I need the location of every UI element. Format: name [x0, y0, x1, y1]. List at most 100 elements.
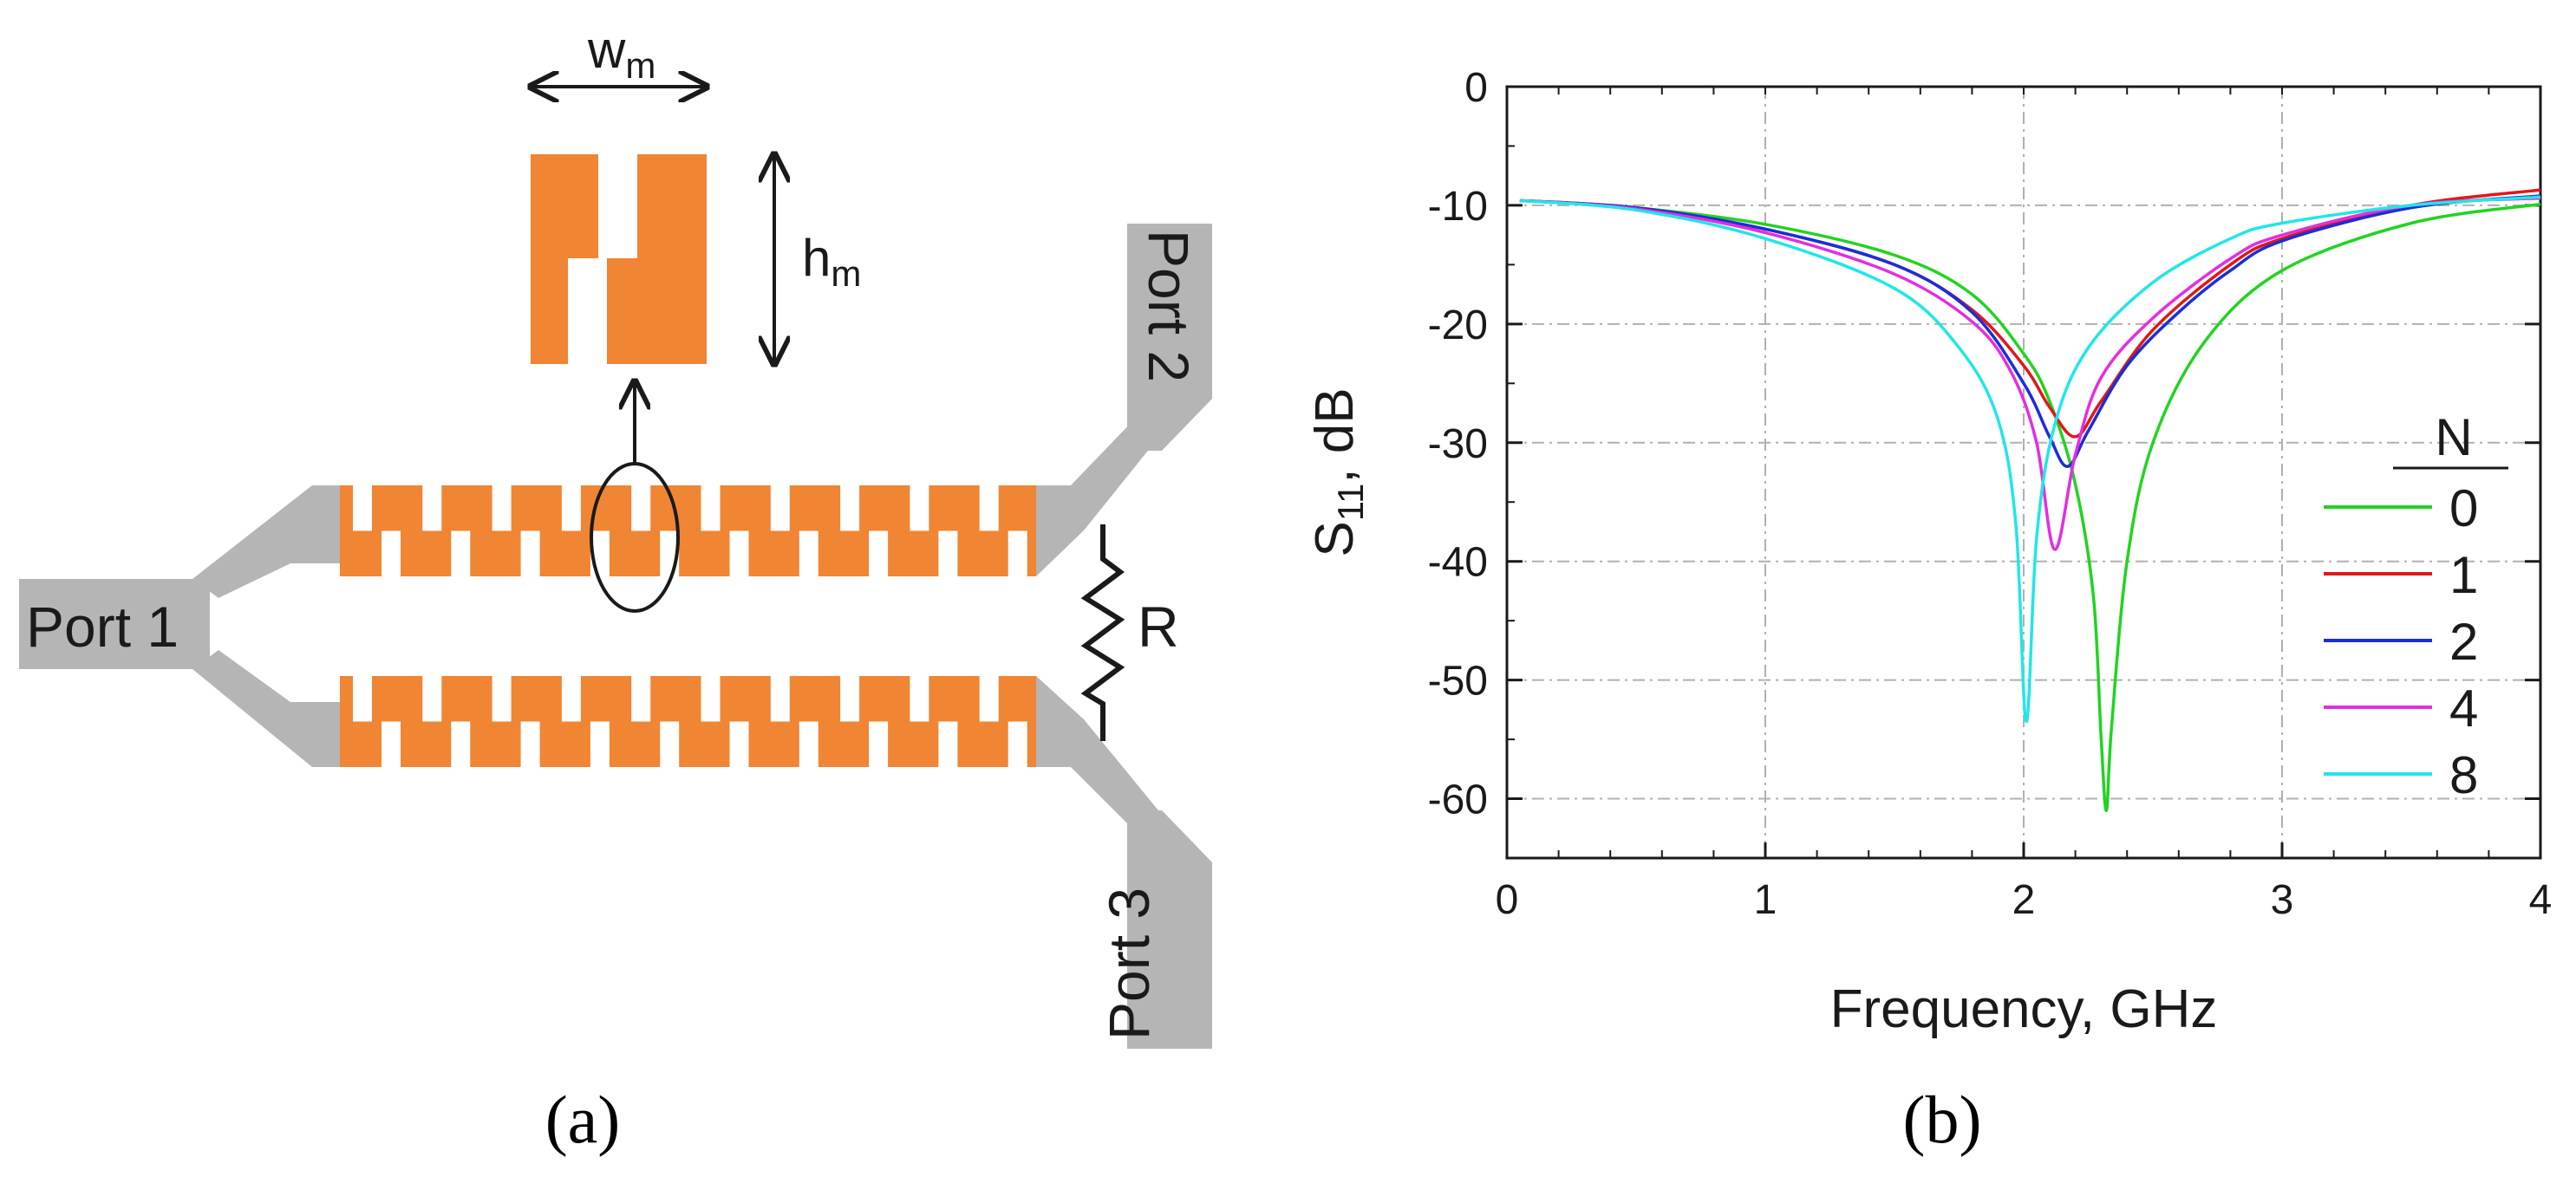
meander-slot-top [840, 676, 860, 722]
s11-chart: 0 1 2 3 4 0 -10 -20 -30 -40 -50 -60 N 0 1 2 4 8 Frequenc… [1305, 65, 2552, 1039]
meander-slot-top [492, 485, 512, 531]
port1-lower-taper [192, 650, 340, 767]
power-divider-diagram: Port 1 Port 2 Port 3 R wm hm [19, 21, 1212, 1049]
x-axis-label: Frequency, GHz [1830, 979, 2218, 1039]
unit-cell-detail: wm hm [531, 21, 861, 613]
port2-label: Port 2 [1137, 230, 1201, 382]
axis-ticks: 0 1 2 3 4 0 -10 -20 -30 -40 -50 -60 [1428, 65, 2553, 923]
meander-slot-top [353, 485, 372, 531]
meander-slot-top [422, 485, 442, 531]
meander-slot-bottom [938, 530, 958, 576]
y-tick-label: -60 [1428, 777, 1488, 823]
meander-slot-top [353, 676, 372, 722]
y-axis-unit: , dB [1305, 387, 1365, 483]
meander-slot-bottom [590, 721, 610, 767]
port1-pad [19, 579, 210, 669]
meander-slot-bottom [520, 530, 540, 576]
resistor-symbol [1080, 524, 1125, 741]
port1-upper-taper [192, 485, 340, 598]
port2-pad [1127, 224, 1212, 451]
meander-slot-bottom [660, 721, 680, 767]
y-tick-label: -20 [1428, 302, 1488, 348]
height-symbol: h [802, 229, 831, 287]
y-axis-label: S11, dB [1305, 387, 1371, 556]
meander-body [340, 485, 1036, 576]
meander-slot-top [770, 676, 790, 722]
x-tick-label: 4 [2529, 877, 2553, 923]
meander-slot-bottom [729, 721, 749, 767]
meander-slot-bottom [382, 721, 401, 767]
meander-slot-bottom [520, 721, 540, 767]
y-tick-label: -50 [1428, 659, 1488, 705]
meander-slot-top [422, 676, 442, 722]
panel-a-caption: (a) [545, 1082, 621, 1157]
meander-slot-top [631, 485, 651, 531]
meander-slot-bottom [869, 721, 889, 767]
meander-slot-top [561, 676, 581, 722]
port2-taper [1036, 355, 1162, 576]
series-line-1 [1519, 188, 2541, 439]
upper-meander-line [340, 485, 1036, 576]
lower-meander-line [340, 676, 1036, 767]
width-symbol: w [587, 21, 626, 79]
y-axis-symbol: S [1305, 521, 1365, 556]
height-subscript: m [831, 253, 861, 294]
series-line-8 [1519, 195, 2541, 724]
meander-slot-top [979, 485, 999, 531]
series-line-2 [1519, 194, 2541, 468]
port-labels: Port 1 Port 2 Port 3 [26, 230, 1201, 1040]
meander-slot-bottom [382, 530, 401, 576]
legend-label-0: 0 [2449, 479, 2478, 537]
isolation-resistor: R [1080, 524, 1179, 741]
legend-label-8: 8 [2449, 746, 2478, 804]
y-tick-label: -40 [1428, 540, 1488, 586]
meander-slot-bottom [729, 530, 749, 576]
meander-slot-top [701, 676, 721, 722]
meander-slot-top [561, 485, 581, 531]
meander-slot-bottom [1008, 530, 1027, 576]
unit-cell-shape [531, 154, 707, 364]
y-tick-label: -30 [1428, 421, 1488, 467]
y-tick-label: 0 [1464, 65, 1488, 111]
meander-slot-bottom [451, 721, 471, 767]
x-tick-label: 0 [1496, 877, 1519, 923]
meander-slot-top [770, 485, 790, 531]
width-subscript: m [625, 45, 655, 86]
meander-slot-bottom [799, 721, 818, 767]
meander-slot-bottom [799, 530, 818, 576]
meander-slot-top [910, 485, 929, 531]
meander-slot-bottom [451, 530, 471, 576]
feed-network [19, 224, 1212, 1049]
legend-label-1: 1 [2449, 546, 2478, 604]
port1-label: Port 1 [26, 595, 179, 659]
meander-body [340, 676, 1036, 767]
meander-slot-top [840, 485, 860, 531]
legend-label-2: 2 [2449, 613, 2478, 671]
meander-slot-bottom [938, 721, 958, 767]
y-axis-subscript: 11 [1330, 484, 1371, 522]
meander-slot-top [701, 485, 721, 531]
y-tick-label: -10 [1428, 184, 1488, 230]
meander-slot-top [979, 676, 999, 722]
x-tick-label: 3 [2271, 877, 2294, 923]
chart-legend: N 0 1 2 4 8 [2324, 408, 2508, 804]
panel-b-caption: (b) [1903, 1082, 1982, 1157]
port3-pad [1127, 810, 1212, 1049]
chart-series [1519, 188, 2541, 812]
chart-grid [1507, 87, 2540, 858]
meander-slot-bottom [869, 530, 889, 576]
meander-slot-bottom [1008, 721, 1027, 767]
x-tick-label: 1 [1754, 877, 1777, 923]
meander-slot-top [492, 676, 512, 722]
height-label: hm [802, 229, 861, 294]
port3-taper [1036, 676, 1162, 884]
width-label: wm [587, 21, 655, 86]
x-tick-label: 2 [2012, 877, 2036, 923]
meander-slot-top [910, 676, 929, 722]
series-line-0 [1519, 198, 2541, 812]
meander-slot-top [631, 676, 651, 722]
legend-label-4: 4 [2449, 680, 2478, 738]
series-line-4 [1519, 196, 2541, 551]
port3-label: Port 3 [1097, 888, 1161, 1040]
